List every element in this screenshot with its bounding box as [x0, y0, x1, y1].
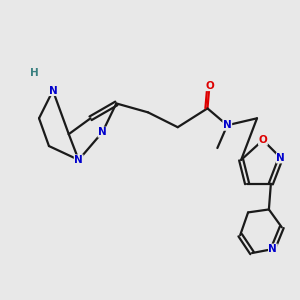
- Text: N: N: [49, 85, 57, 96]
- Text: O: O: [259, 135, 267, 145]
- Text: N: N: [268, 244, 277, 254]
- Text: H: H: [30, 68, 38, 78]
- Text: N: N: [276, 153, 285, 163]
- Text: N: N: [74, 155, 83, 165]
- Text: N: N: [223, 120, 232, 130]
- Text: O: O: [205, 81, 214, 91]
- Text: N: N: [98, 127, 107, 137]
